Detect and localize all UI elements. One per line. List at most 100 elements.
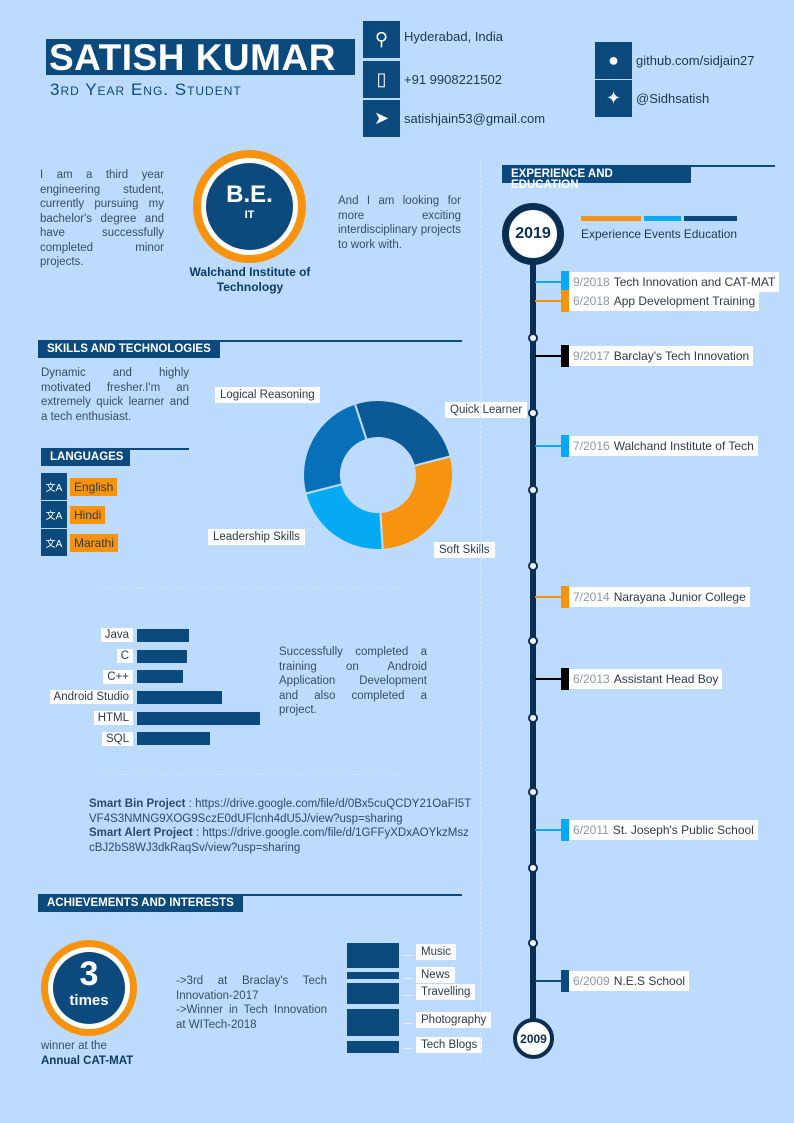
connector-line [403,955,413,956]
project-name: Smart Bin Project [89,798,186,810]
project-link[interactable]: https://drive.google.com/file/d/0Bx5cuQC… [89,798,472,825]
timeline-entry: 7/2016 Walchand Institute of Tech [561,435,758,457]
timeline-entry: 6/2013 Assistant Head Boy [561,668,723,690]
skill-label: C++ [103,669,133,684]
interest-label: News [416,967,455,983]
email[interactable]: satishjain53@gmail.com [404,111,546,126]
donut-slice-leadership-skills [304,482,384,551]
timeline-text: App Development Training [613,294,756,308]
timeline-node [528,636,538,646]
donut-slice-logical-reasoning [302,402,368,495]
language-item: Marathi [70,533,119,552]
skill-bar [137,711,260,725]
candidate-role: 3rd Year Eng. Student [50,80,242,99]
interest-label: Travelling [416,984,476,1000]
interest-block [347,943,399,968]
timeline-marker [561,819,569,841]
timeline-connector [535,678,562,680]
timeline-label: 7/2014 Narayana Junior College [569,587,750,607]
timeline-date: 6/2011 [573,823,609,837]
connector-line [403,995,413,996]
achievement-badge: 3 times [41,940,137,1036]
divider [38,894,462,896]
timeline-date: 7/2016 [573,439,610,453]
legend-item: Events [644,216,681,243]
skill-bar [137,690,222,704]
timeline-label: 9/2017 Barclay's Tech Innovation [569,346,754,366]
skill-bar-row: C [30,646,270,667]
timeline-legend: Experience Events Education [581,216,738,243]
interest-block [347,983,399,1004]
projects: Smart Bin Project : https://drive.google… [89,798,472,854]
github-link[interactable]: github.com/sidjain27 [636,52,755,68]
location: Hyderabad, India [404,29,504,44]
candidate-name: SATISH KUMAR [46,39,355,76]
legend-swatch [644,216,681,221]
timeline-text: Assistant Head Boy [613,672,719,686]
timeline-text: Barclay's Tech Innovation [613,349,750,363]
timeline-entry: 7/2014 Narayana Junior College [561,586,750,608]
donut-label: Logical Reasoning [215,387,320,403]
skill-label: SQL [101,731,133,746]
timeline-date: 9/2018 [573,275,610,289]
timeline-entry: 6/2011 St. Joseph's Public School [561,819,758,841]
timeline-line [530,232,536,1022]
intro-left: I am a third year engineering student, c… [40,169,164,268]
donut-label: Leadership Skills [208,529,305,545]
location-pin-icon: ⚲ [363,21,400,58]
timeline-connector [535,281,562,283]
languages-heading: LANGUAGES [41,449,130,466]
timeline-marker [561,271,569,293]
legend-label: Experience [581,227,642,241]
skill-label: Java [100,628,133,643]
github-icon: ● [595,41,632,79]
programming-skills-bars: Java C C++ Android Studio HTML SQL [30,625,270,749]
social-list: ● github.com/sidjain27 ✦ @Sidhsatish [595,41,755,117]
project-link[interactable]: https://drive.google.com/file/d/1GFFyXDx… [89,827,469,854]
legend-swatch [581,216,642,221]
legend-item: Education [683,216,738,243]
timeline-text: Walchand Institute of Tech [613,439,754,453]
achievement-count: 3 [79,955,99,993]
timeline-marker [561,586,569,608]
achievements-heading: ACHIEVEMENTS AND INTERESTS [38,895,243,912]
timeline-label: 6/2018 App Development Training [569,291,760,311]
branch: IT [244,209,255,221]
language-item: Hindi [70,505,106,524]
timeline-marker [561,345,569,367]
interests-chart: Music News Travelling Photography Tech Blogs [347,940,497,1060]
achievement-list: ->3rd at Braclay's Tech Innovation-2017 … [176,974,327,1032]
timeline-entry: 9/2017 Barclay's Tech Innovation [561,345,754,367]
twitter-handle[interactable]: @Sidhsatish [636,90,710,106]
timeline-date: 9/2017 [573,349,610,363]
timeline-label: 6/2009 N.E.S School [569,971,690,991]
timeline-connector [535,300,562,302]
timeline-label: 6/2011 St. Joseph's Public School [569,820,758,840]
skill-bar [137,649,188,663]
divider [41,448,189,450]
interest-label: Tech Blogs [416,1037,483,1053]
skill-bar-row: Java [30,625,270,646]
timeline-connector [535,596,562,598]
skill-label: HTML [93,711,133,726]
column-divider [480,160,481,1060]
timeline-label: 9/2018 Tech Innovation and CAT-MAT [569,272,780,292]
legend-label: Events [644,227,681,241]
project-name: Smart Alert Project [89,827,193,840]
timeline-node [528,333,538,343]
timeline-node [528,787,538,797]
timeline-date: 6/2013 [573,672,610,686]
divider [100,774,400,775]
timeline-node [528,561,538,571]
timeline-node [528,713,538,723]
skill-bar-row: C++ [30,666,270,687]
donut-slice-quick-learner [353,399,452,468]
twitter-icon: ✦ [595,79,632,117]
connector-line [403,1023,413,1024]
interest-block [347,1041,399,1053]
divider [502,165,775,167]
timeline-connector [535,445,562,447]
skill-bar-row: SQL [30,728,270,749]
timeline-entry: 6/2018 App Development Training [561,290,760,312]
skill-bar-row: Android Studio [30,687,270,708]
